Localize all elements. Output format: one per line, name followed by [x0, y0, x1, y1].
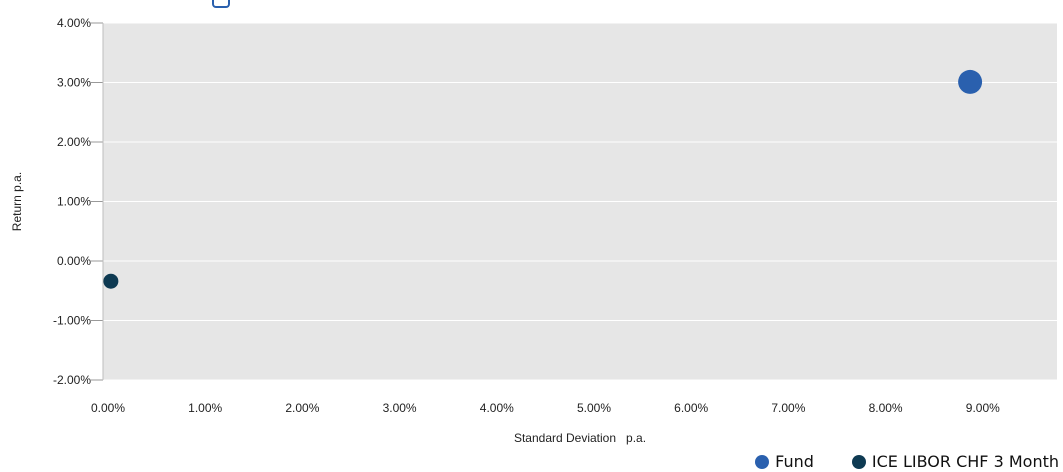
x-tick-label: 0.00% [91, 401, 125, 415]
y-axis-ticks: 4.00% 3.00% 2.00% 1.00% 0.00% -1.00% -2.00% [53, 16, 104, 387]
x-tick-label: 3.00% [383, 401, 417, 415]
x-tick-label: 4.00% [480, 401, 514, 415]
x-tick-label: 6.00% [674, 401, 708, 415]
y-tick-label: 0.00% [57, 254, 91, 268]
y-tick-label: 1.00% [57, 195, 91, 209]
y-tick-label: -2.00% [53, 373, 91, 387]
legend-marker-icon [851, 454, 866, 469]
legend-label: Fund [775, 452, 814, 471]
y-axis-title: Return p.a. [10, 172, 24, 231]
x-tick-label: 2.00% [285, 401, 319, 415]
x-tick-label: 8.00% [869, 401, 903, 415]
x-tick-label: 1.00% [188, 401, 222, 415]
y-tick-label: 3.00% [57, 76, 91, 90]
x-axis-ticks: 0.00% 1.00% 2.00% 3.00% 4.00% 5.00% 6.00% 7.00%… [91, 401, 1000, 415]
y-tick-label: 2.00% [57, 135, 91, 149]
legend-item-fund[interactable]: Fund [755, 452, 814, 471]
legend-label: ICE LIBOR CHF 3 Month [871, 452, 1059, 471]
x-tick-label: 9.00% [966, 401, 1000, 415]
y-tick-label: 4.00% [57, 16, 91, 30]
legend: Fund ICE LIBOR CHF 3 Month [755, 452, 1059, 471]
legend-marker-icon [755, 454, 770, 469]
data-point-fund[interactable] [958, 69, 983, 94]
x-tick-label: 7.00% [771, 401, 805, 415]
data-points [103, 69, 983, 289]
truncated-header-icon [212, 0, 230, 8]
x-axis-title: Standard Deviation p.a. [514, 431, 646, 445]
x-tick-label: 5.00% [577, 401, 611, 415]
scatter-chart: 4.00% 3.00% 2.00% 1.00% 0.00% -1.00% -2.00% 0.… [10, 16, 1057, 445]
legend-item-benchmark[interactable]: ICE LIBOR CHF 3 Month [851, 452, 1059, 471]
data-point-benchmark[interactable] [103, 273, 119, 289]
gridlines [103, 22, 1057, 381]
y-tick-label: -1.00% [53, 314, 91, 328]
